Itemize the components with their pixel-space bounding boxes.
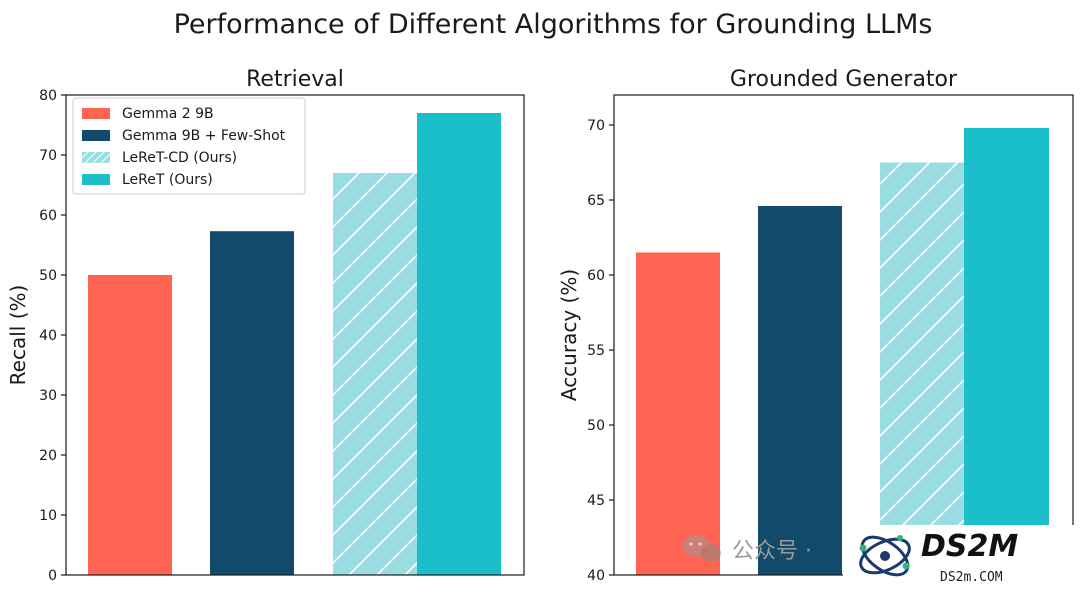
y-tick-label: 50: [587, 418, 605, 434]
retrieval-chart: 0 10 20 30 40 50 60 70 80 Retrieval Recall (%): [6, 67, 525, 584]
y-tick-label: 45: [587, 493, 605, 509]
legend-label: LeReT (Ours): [122, 172, 213, 188]
legend-swatch: [82, 174, 110, 185]
brand-name: DS2M: [921, 529, 1018, 564]
bar-leret-cd-ours: [333, 173, 417, 575]
bar-leret-ours: [417, 113, 501, 575]
brand-logo-icon: [859, 535, 911, 577]
y-tick-label: 40: [39, 328, 57, 344]
y-tick-label: 0: [48, 568, 57, 584]
wechat-account-text: 公众号 ·: [732, 539, 812, 564]
legend-label: Gemma 2 9B: [122, 106, 214, 122]
chart-title: Grounded Generator: [730, 67, 958, 92]
y-tick-label: 65: [587, 193, 605, 209]
bar-leret-cd-ours: [880, 162, 964, 575]
y-tick-label: 55: [587, 343, 605, 359]
legend-swatch: [82, 130, 110, 141]
wechat-icon: [683, 535, 721, 562]
bar-gemma-9b-few-shot: [210, 231, 294, 575]
chart-title: Retrieval: [246, 67, 344, 92]
y-tick-label: 60: [587, 268, 605, 284]
y-tick-label: 10: [39, 508, 57, 524]
y-tick-label: 50: [39, 268, 57, 284]
y-tick-label: 20: [39, 448, 57, 464]
legend: Gemma 2 9B Gemma 9B + Few-Shot LeReT-CD (O…: [72, 97, 306, 195]
bar-gemma-2-9b: [88, 275, 172, 575]
grounded-generator-chart: 40 45 50 55 60 65 70 Grounded Generator Accuracy…: [557, 67, 1074, 584]
bar-leret-ours: [964, 128, 1049, 575]
y-tick-label: 70: [39, 148, 57, 164]
brand-url: DS2m.COM: [940, 570, 1003, 585]
legend-swatch: [82, 108, 110, 119]
bar-gemma-2-9b: [636, 252, 720, 575]
legend-swatch: [82, 152, 110, 163]
y-axis-label: Recall (%): [6, 285, 30, 386]
bar-gemma-9b-few-shot: [758, 206, 842, 575]
legend-frame: [72, 97, 306, 195]
figure-title: Performance of Different Algorithms for …: [174, 9, 933, 40]
y-tick-label: 60: [39, 208, 57, 224]
legend-label: LeReT-CD (Ours): [122, 150, 237, 166]
y-tick-label: 40: [587, 568, 605, 584]
wechat-watermark: 公众号 ·: [683, 535, 812, 564]
y-tick-label: 70: [587, 118, 605, 134]
brand-watermark: DS2M DS2m.COM: [843, 525, 1080, 593]
legend-label: Gemma 9B + Few-Shot: [122, 128, 286, 144]
y-tick-label: 30: [39, 388, 57, 404]
y-tick-label: 80: [39, 88, 57, 104]
y-axis-label: Accuracy (%): [557, 269, 581, 401]
